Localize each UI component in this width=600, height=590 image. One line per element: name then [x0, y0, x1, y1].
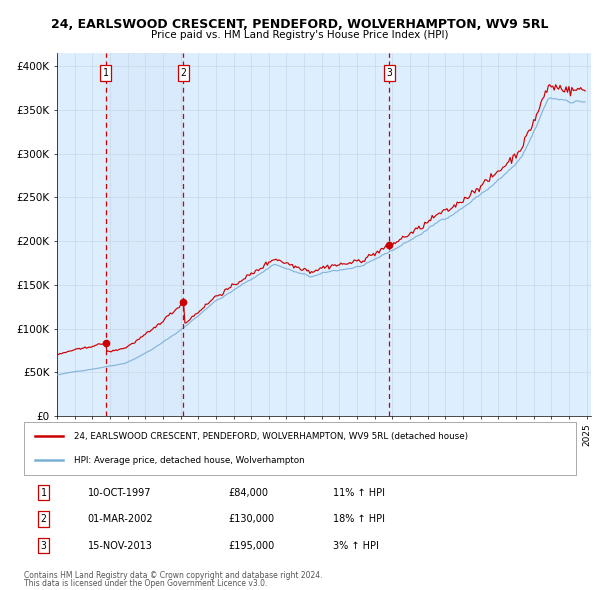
Text: £195,000: £195,000 [228, 540, 274, 550]
Text: Contains HM Land Registry data © Crown copyright and database right 2024.: Contains HM Land Registry data © Crown c… [24, 571, 323, 580]
Text: 15-NOV-2013: 15-NOV-2013 [88, 540, 152, 550]
Text: 24, EARLSWOOD CRESCENT, PENDEFORD, WOLVERHAMPTON, WV9 5RL: 24, EARLSWOOD CRESCENT, PENDEFORD, WOLVE… [51, 18, 549, 31]
FancyBboxPatch shape [24, 422, 576, 475]
Text: 3: 3 [40, 540, 46, 550]
Text: This data is licensed under the Open Government Licence v3.0.: This data is licensed under the Open Gov… [24, 579, 268, 588]
Text: HPI: Average price, detached house, Wolverhampton: HPI: Average price, detached house, Wolv… [74, 455, 304, 464]
Text: 24, EARLSWOOD CRESCENT, PENDEFORD, WOLVERHAMPTON, WV9 5RL (detached house): 24, EARLSWOOD CRESCENT, PENDEFORD, WOLVE… [74, 432, 468, 441]
Text: 11% ↑ HPI: 11% ↑ HPI [333, 488, 385, 498]
Text: 3: 3 [386, 68, 392, 78]
Text: 18% ↑ HPI: 18% ↑ HPI [333, 514, 385, 524]
Text: 3% ↑ HPI: 3% ↑ HPI [333, 540, 379, 550]
Text: £130,000: £130,000 [228, 514, 274, 524]
Bar [106, 53, 184, 416]
Text: 10-OCT-1997: 10-OCT-1997 [88, 488, 151, 498]
Text: Price paid vs. HM Land Registry's House Price Index (HPI): Price paid vs. HM Land Registry's House … [151, 30, 449, 40]
Text: £84,000: £84,000 [228, 488, 268, 498]
Text: 01-MAR-2002: 01-MAR-2002 [88, 514, 153, 524]
Text: 1: 1 [40, 488, 46, 498]
Text: 1: 1 [103, 68, 109, 78]
Text: 2: 2 [181, 68, 187, 78]
Text: 2: 2 [40, 514, 46, 524]
